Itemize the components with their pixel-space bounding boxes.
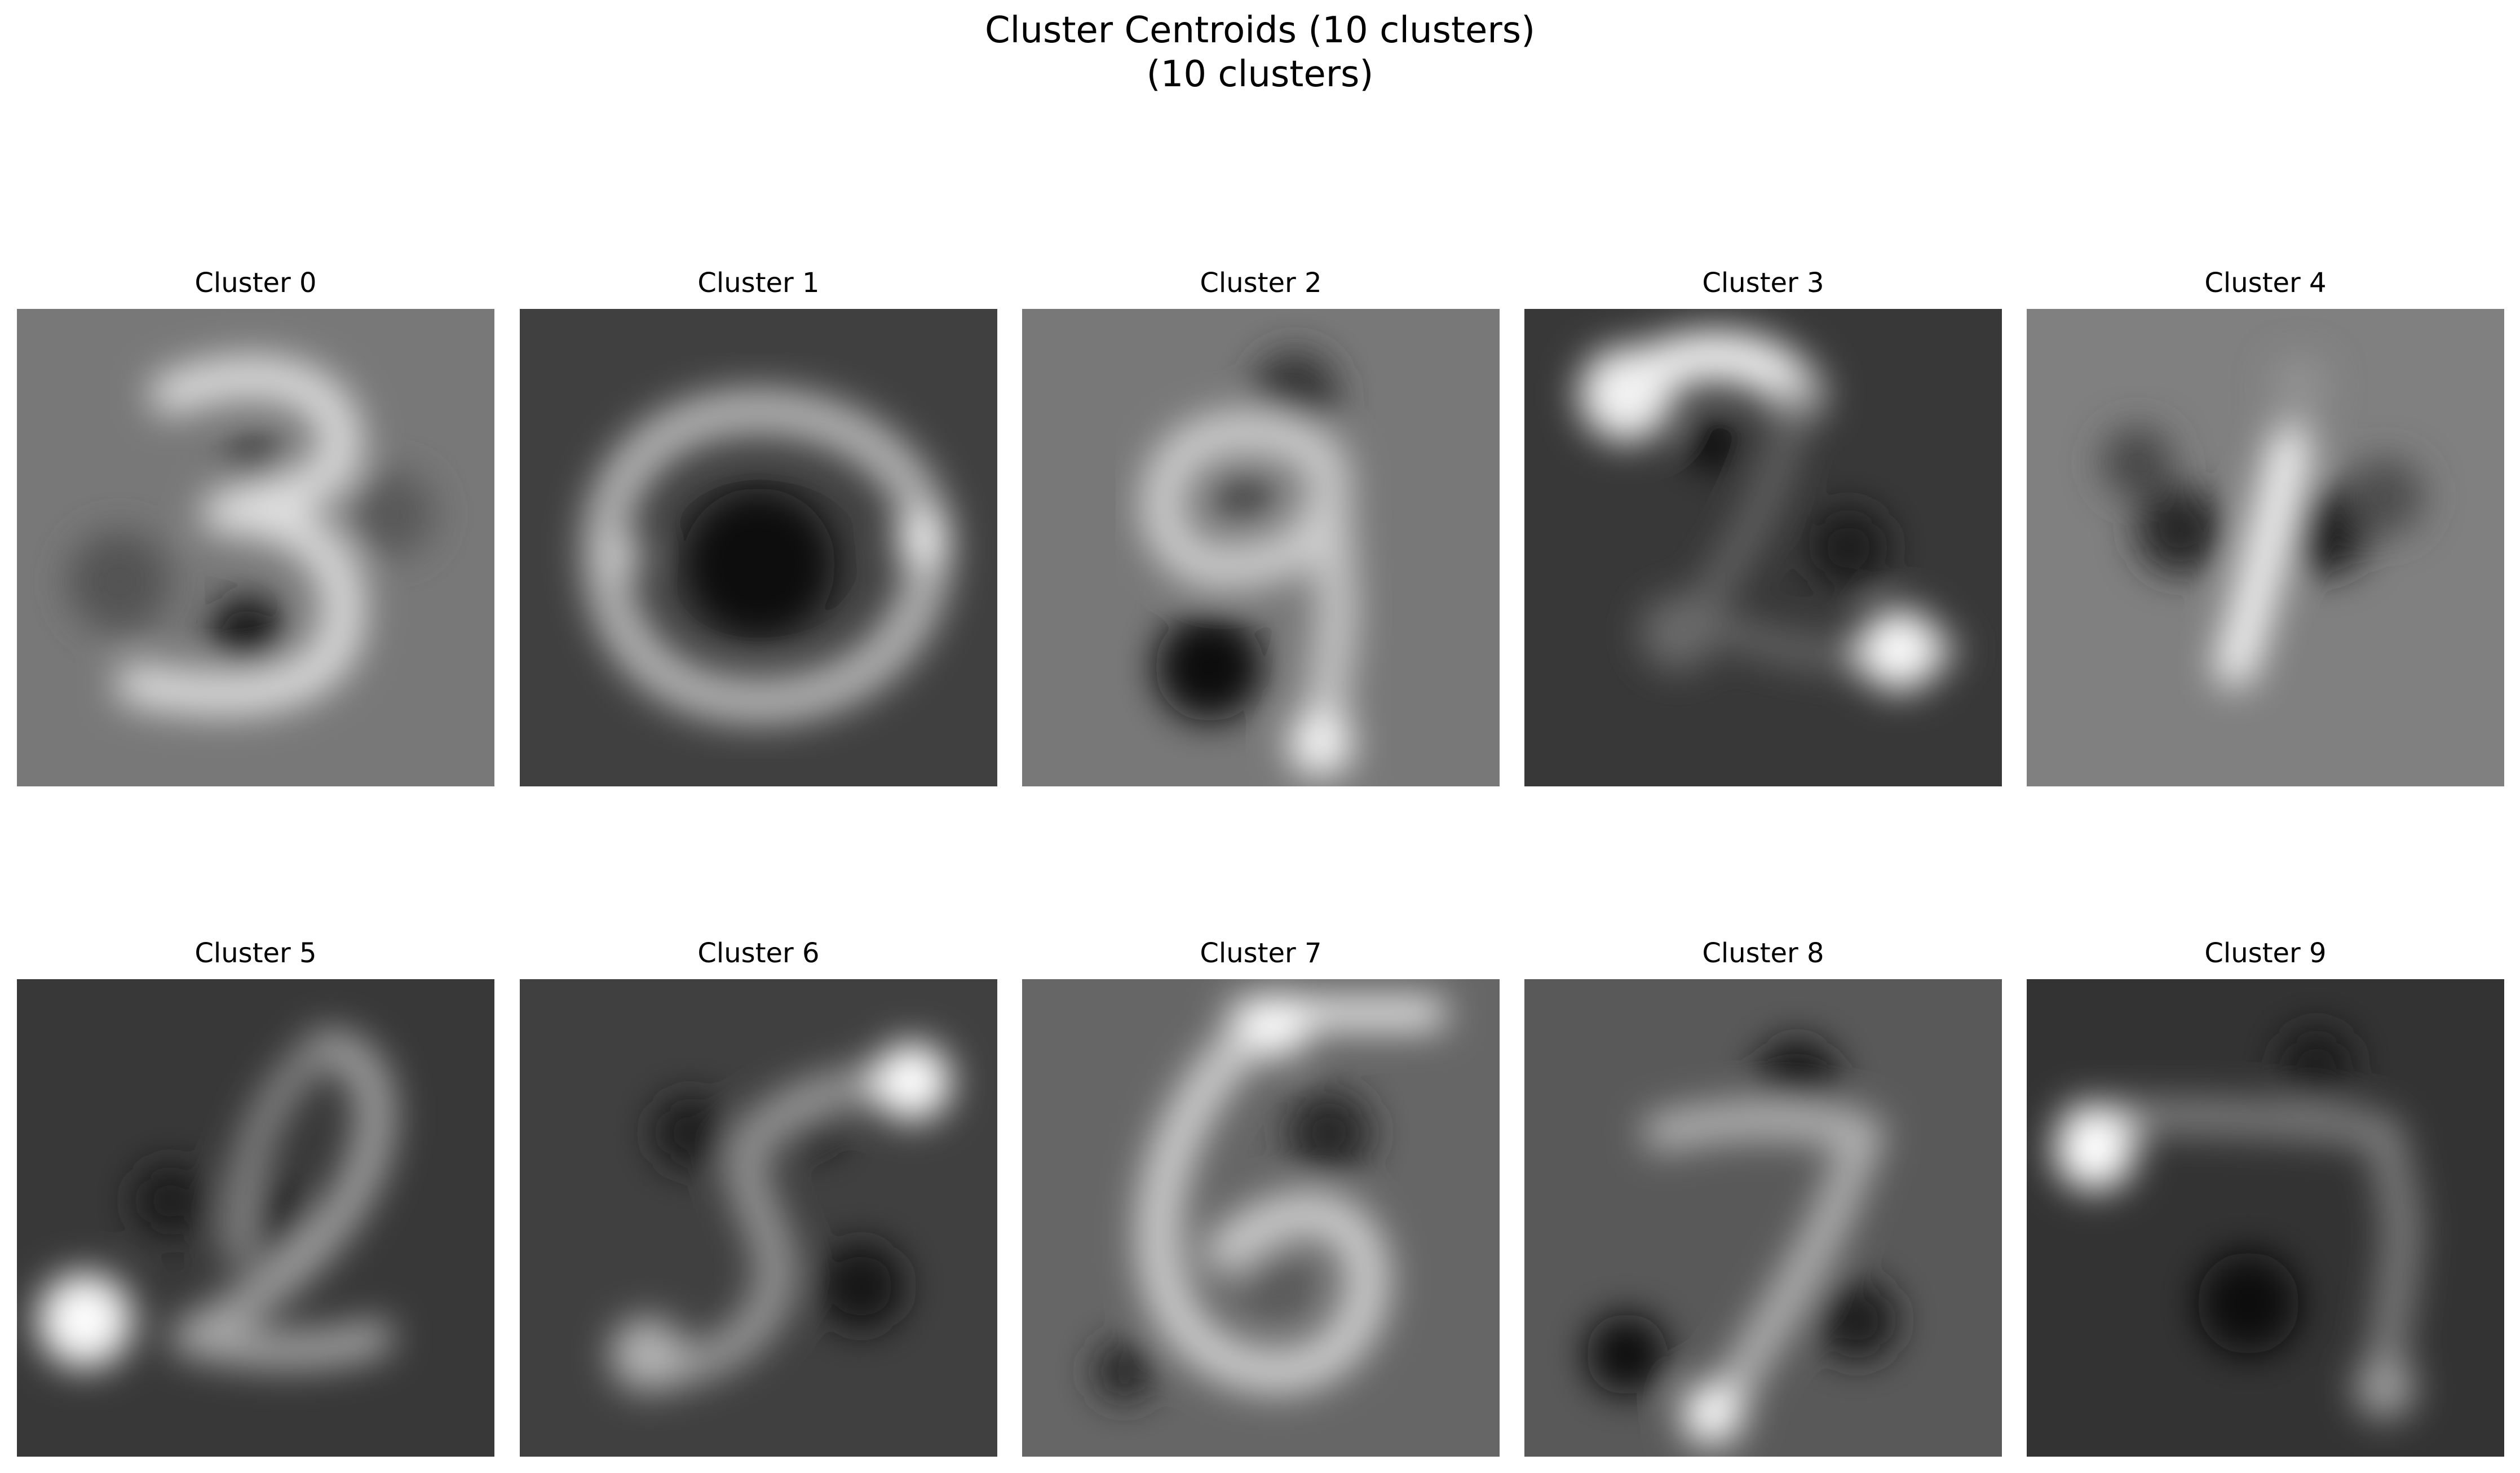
centroid-stroke — [2062, 1099, 2419, 1405]
centroid-stroke — [1137, 992, 1389, 1393]
panel-title: Cluster 5 — [194, 937, 317, 969]
centroid-stroke — [1302, 461, 1356, 771]
centroid-dark-blob — [1807, 506, 1890, 589]
centroid-strokes — [582, 389, 952, 724]
centroid-stroke — [621, 1063, 930, 1390]
centroid-dark-blob — [2102, 426, 2174, 498]
centroid-image — [17, 309, 494, 786]
centroid-strokes — [37, 1029, 394, 1368]
panel-title: Cluster 8 — [1702, 937, 1824, 969]
centroid-stroke — [2215, 426, 2311, 687]
centroid-dark-blob — [132, 1163, 208, 1238]
centroid-bright-blob — [2272, 358, 2327, 413]
centroid-bright-blob — [602, 536, 643, 577]
centroid-stroke — [1643, 1102, 1884, 1441]
centroid-image — [520, 979, 997, 1457]
centroid-image — [520, 309, 997, 786]
centroid-heatmap — [17, 309, 494, 786]
panel-title: Cluster 0 — [194, 267, 317, 299]
centroid-image — [1524, 979, 2002, 1457]
centroid-dark-blob — [798, 1112, 839, 1153]
centroid-dark-blob — [68, 530, 171, 633]
centroid-bright-blob — [1681, 1383, 1743, 1445]
centroid-bright-blob — [896, 515, 945, 563]
centroid-dark-blob — [1816, 1279, 1898, 1361]
centroid-heatmap — [1022, 309, 1500, 786]
panel-title: Cluster 1 — [697, 267, 820, 299]
centroid-stroke — [582, 389, 952, 724]
centroid-dark-blob — [682, 488, 835, 642]
chart-title: Cluster Centroids (10 clusters) — [984, 10, 1536, 51]
centroid-dark-blob — [1094, 1341, 1155, 1403]
centroid-dark-blob — [2136, 486, 2225, 575]
centroid-image — [2027, 979, 2504, 1457]
panel-title: Cluster 3 — [1702, 267, 1824, 299]
centroid-dark-blob — [2280, 486, 2370, 575]
centroid-background — [2027, 979, 2504, 1457]
centroid-stroke — [225, 1033, 338, 1266]
centroid-bright-blob — [2354, 1357, 2416, 1419]
centroid-dark-blob — [1247, 1255, 1309, 1317]
centroid-image — [1022, 309, 1500, 786]
centroid-heatmap — [17, 979, 494, 1457]
panel-title: Cluster 6 — [697, 937, 820, 969]
centroid-dark-blob — [349, 471, 435, 556]
centroid-stroke — [116, 356, 364, 714]
centroid-dark-blob — [228, 435, 283, 490]
centroid-heatmap — [1022, 979, 1500, 1457]
centroid-bright-blob — [1579, 346, 1675, 442]
centroid-strokes — [1094, 992, 1447, 1403]
centroid-strokes — [1585, 1038, 1898, 1445]
centroid-dark-blob — [1286, 1090, 1372, 1175]
centroid-image — [1022, 979, 1500, 1457]
centroid-strokes — [68, 356, 435, 714]
centroid-dark-blob — [2197, 1252, 2300, 1355]
centroid-heatmap — [1524, 309, 2002, 786]
centroid-image — [17, 979, 494, 1457]
centroid-dark-blob — [1155, 612, 1265, 722]
chart-subtitle: (10 clusters) — [1146, 54, 1374, 95]
centroid-heatmap — [520, 979, 997, 1457]
centroid-bright-blob — [1247, 996, 1309, 1058]
centroid-bright-blob — [1640, 595, 1716, 671]
centroid-dark-blob — [1216, 469, 1271, 524]
centroid-bright-blob — [873, 1042, 952, 1121]
centroid-dark-blob — [1585, 1313, 1668, 1396]
centroid-dark-blob — [2345, 457, 2424, 536]
centroid-heatmap — [2027, 979, 2504, 1457]
centroid-image — [2027, 309, 2504, 786]
centroid-heatmap — [1524, 979, 2002, 1457]
panel-title: Cluster 9 — [2204, 937, 2327, 969]
centroid-strokes — [1579, 330, 1965, 691]
centroid-heatmap — [520, 309, 997, 786]
centroid-image — [1524, 309, 2002, 786]
centroid-bright-blob — [37, 1272, 133, 1368]
centroid-bright-blob — [1288, 711, 1353, 776]
centroid-heatmap — [2027, 309, 2504, 786]
centroid-background — [1524, 979, 2002, 1457]
centroid-bright-blob — [1858, 609, 1941, 691]
panel-title: Cluster 7 — [1200, 937, 1322, 969]
centroid-strokes — [2054, 1027, 2419, 1419]
centroid-stroke — [1142, 411, 1350, 588]
panel-title: Cluster 4 — [2204, 267, 2327, 299]
centroid-dark-blob — [1688, 421, 1736, 470]
centroid-strokes — [2102, 358, 2424, 687]
centroid-dark-blob — [652, 1095, 728, 1170]
centroid-bright-blob — [2054, 1108, 2136, 1191]
centroid-bright-blob — [610, 1316, 686, 1392]
centroid-stroke — [169, 1029, 394, 1368]
centroid-strokes — [1142, 351, 1356, 776]
centroid-strokes — [610, 1042, 952, 1392]
centroid-dark-blob — [209, 595, 285, 671]
centroid-dark-blob — [816, 1241, 905, 1331]
panel-title: Cluster 2 — [1200, 267, 1322, 299]
centroid-dark-blob — [2279, 1027, 2354, 1102]
